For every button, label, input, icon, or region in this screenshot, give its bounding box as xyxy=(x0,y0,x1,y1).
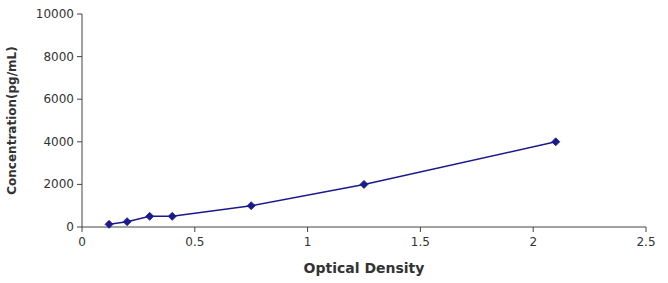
data-line xyxy=(109,142,556,225)
x-tick-label: 1 xyxy=(304,235,312,249)
y-tick-label: 8000 xyxy=(43,50,74,64)
y-axis-label: Concentration(pg/mL) xyxy=(5,46,19,194)
chart-container: 0 0.5 1 1.5 2 2.5 0 2000 4000 6000 8000 10000 Optica… xyxy=(0,0,668,283)
data-point xyxy=(123,218,131,226)
data-point xyxy=(552,138,560,146)
y-axis-line xyxy=(82,14,83,227)
y-tick-label: 0 xyxy=(66,220,74,234)
x-axis-label: Optical Density xyxy=(304,260,425,276)
x-tick-label: 0.5 xyxy=(185,235,204,249)
x-tick-label: 0 xyxy=(78,235,86,249)
data-point xyxy=(105,220,113,228)
x-tick xyxy=(420,227,421,232)
y-tick-label: 2000 xyxy=(43,177,74,191)
x-tick xyxy=(646,227,647,232)
x-tick-label: 1.5 xyxy=(411,235,430,249)
y-tick-label: 4000 xyxy=(43,135,74,149)
y-tick xyxy=(77,56,82,57)
data-point xyxy=(360,180,368,188)
x-tick xyxy=(82,227,83,232)
y-tick xyxy=(77,141,82,142)
chart: 0 0.5 1 1.5 2 2.5 0 2000 4000 6000 8000 10000 Optica… xyxy=(0,0,668,283)
y-tick xyxy=(77,14,82,15)
data-point xyxy=(168,212,176,220)
x-tick xyxy=(194,227,195,232)
x-tick xyxy=(533,227,534,232)
y-tick-label: 6000 xyxy=(43,92,74,106)
x-tick-label: 2 xyxy=(529,235,537,249)
x-tick xyxy=(307,227,308,232)
data-point xyxy=(146,212,154,220)
y-tick xyxy=(77,184,82,185)
x-tick-label: 2.5 xyxy=(636,235,655,249)
y-tick xyxy=(77,99,82,100)
y-tick-label: 10000 xyxy=(36,7,74,21)
plot-area xyxy=(105,138,560,229)
x-axis-line xyxy=(82,227,646,228)
data-point xyxy=(247,202,255,210)
y-tick xyxy=(77,227,82,228)
